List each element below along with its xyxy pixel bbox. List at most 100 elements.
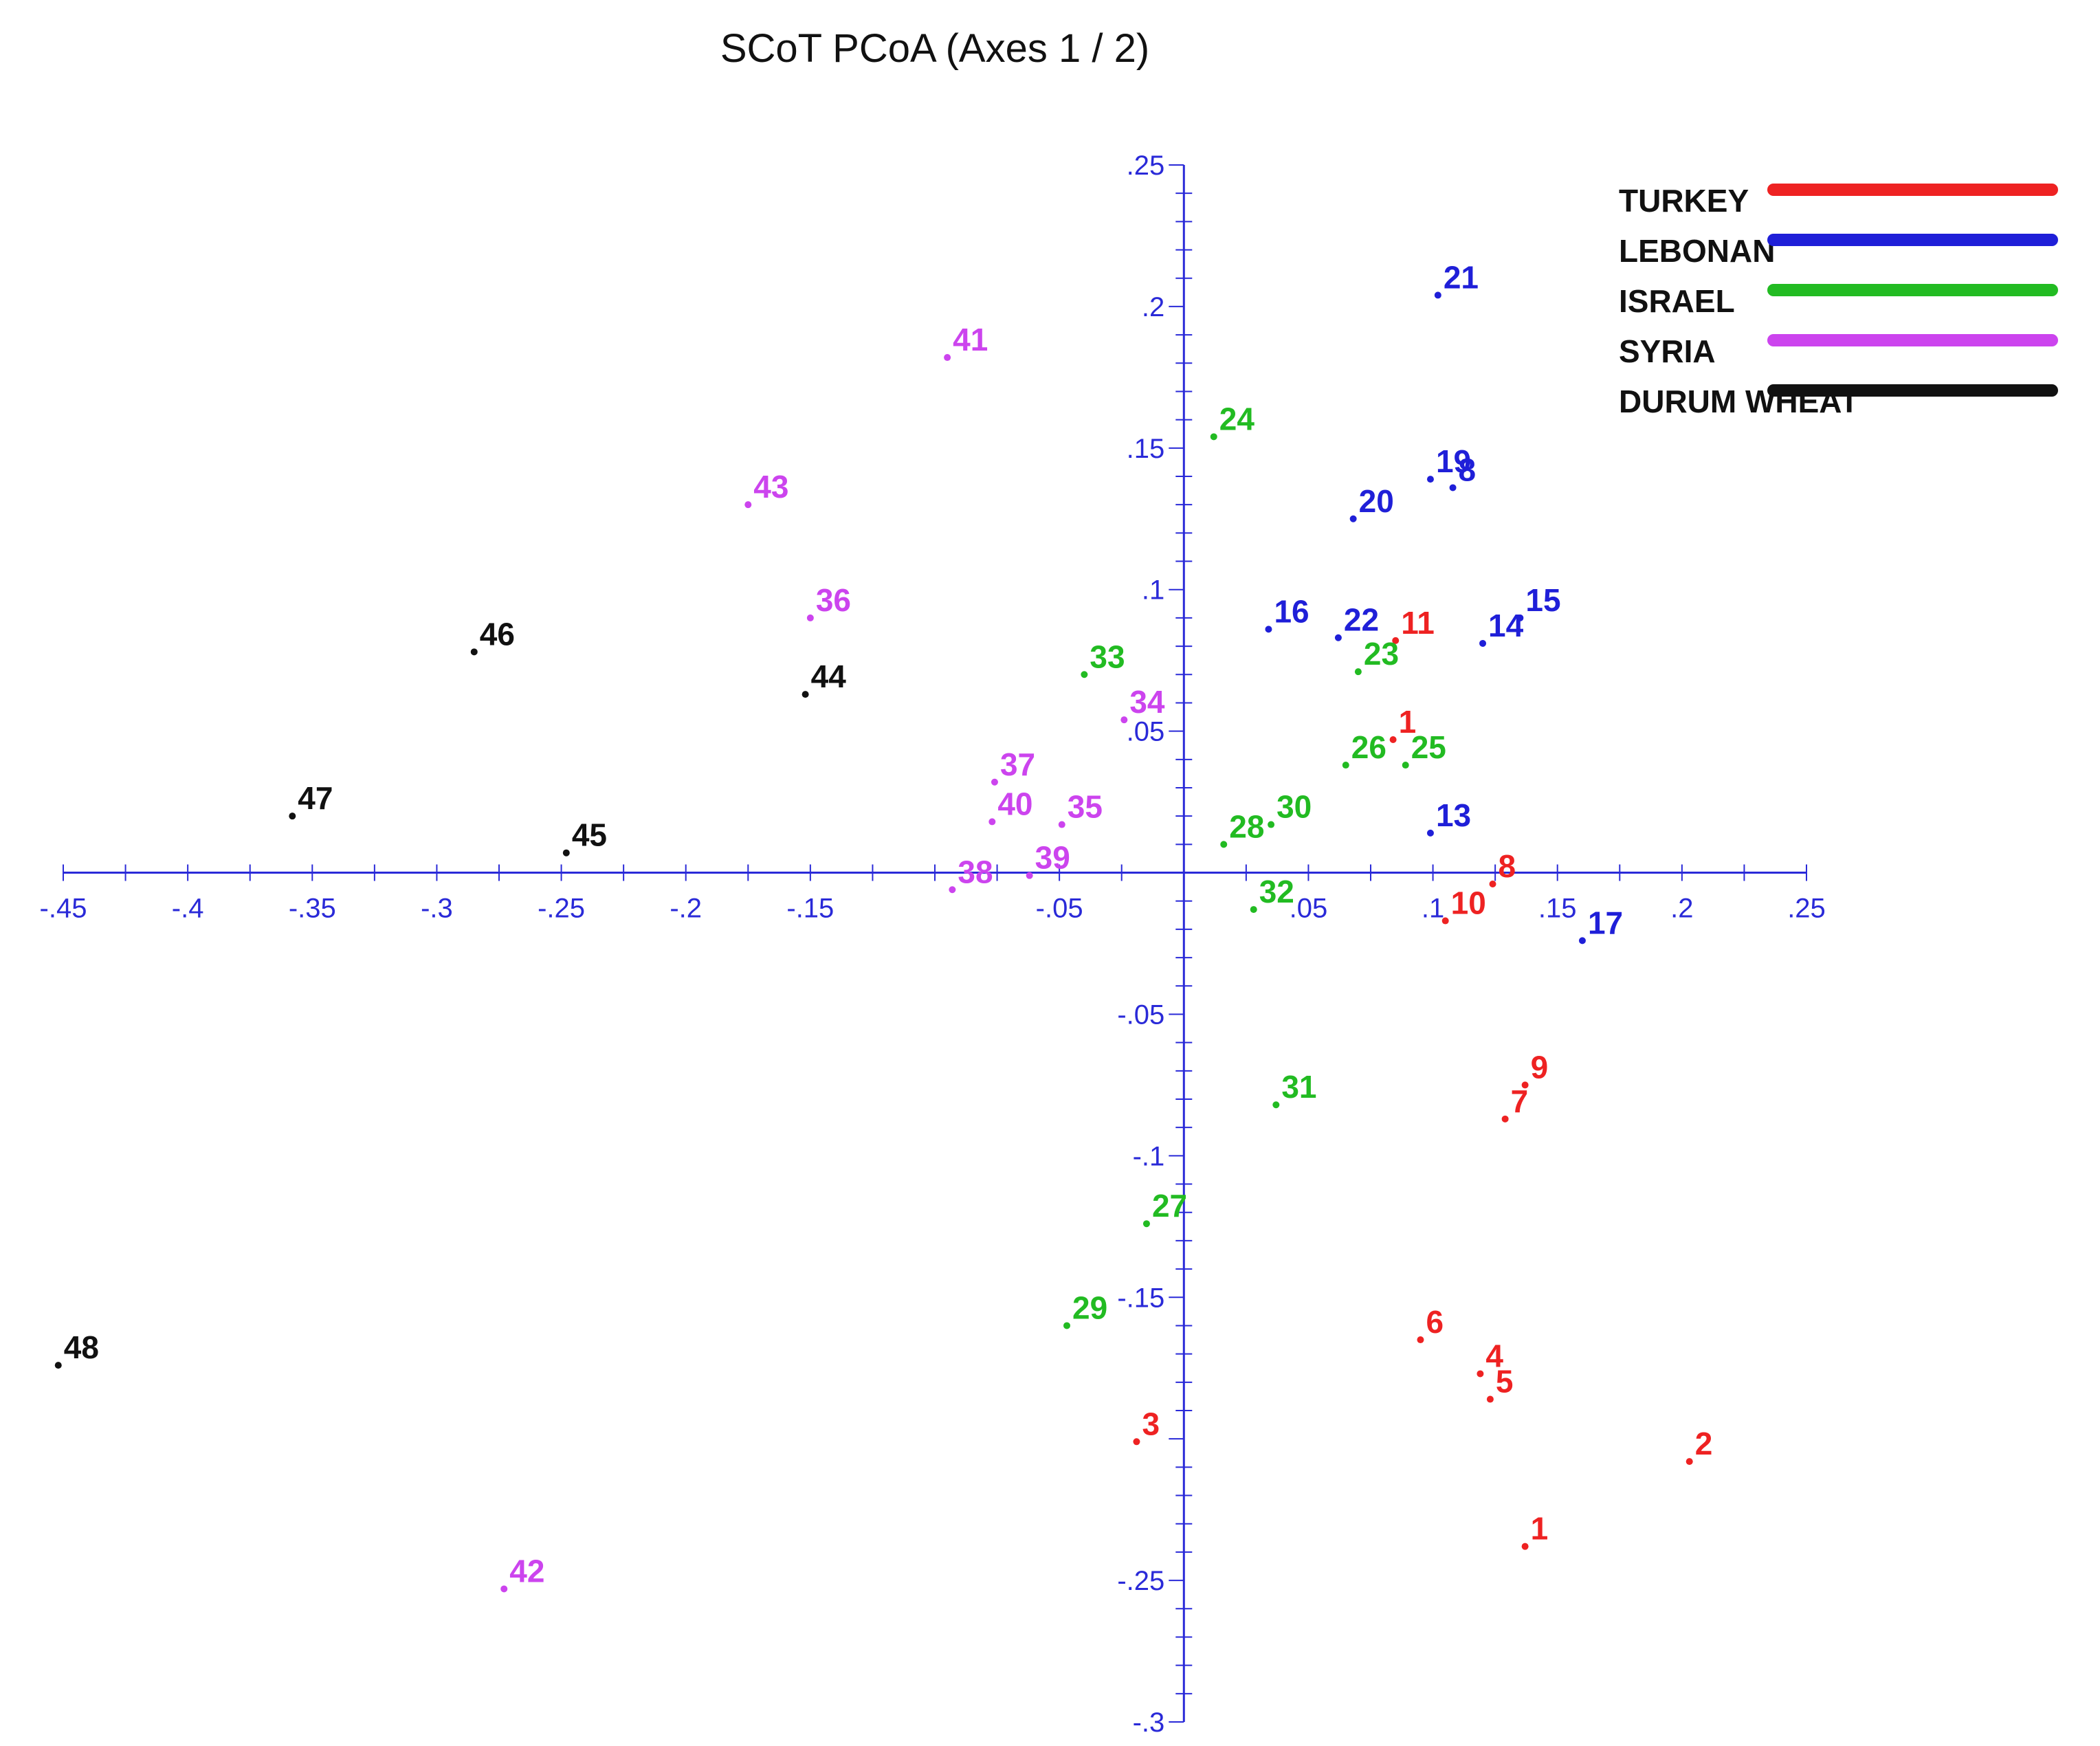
data-point bbox=[54, 1362, 62, 1369]
data-point bbox=[289, 813, 296, 820]
data-point-label: 20 bbox=[1359, 483, 1394, 519]
y-tick-label: -.05 bbox=[1117, 999, 1164, 1030]
data-point-label: 11 bbox=[1401, 605, 1435, 641]
legend-label: ISRAEL bbox=[1619, 283, 1735, 319]
data-point bbox=[1449, 484, 1457, 491]
data-point bbox=[1489, 881, 1496, 888]
data-point bbox=[1521, 1081, 1529, 1089]
data-point-label: 30 bbox=[1276, 789, 1312, 825]
data-point-label: 35 bbox=[1068, 789, 1103, 825]
x-tick-label: .1 bbox=[1422, 894, 1444, 924]
data-point bbox=[470, 648, 478, 656]
data-point bbox=[1477, 1370, 1484, 1378]
x-tick-label: -.15 bbox=[786, 894, 834, 924]
data-point bbox=[1521, 1543, 1529, 1550]
data-point-label: 1 bbox=[1531, 1511, 1549, 1547]
x-tick-label: .05 bbox=[1290, 894, 1328, 924]
data-point-label: 39 bbox=[1035, 840, 1070, 876]
data-point-label: 2 bbox=[1695, 1426, 1713, 1461]
data-point bbox=[1342, 762, 1349, 769]
x-tick-label: -.2 bbox=[670, 894, 702, 924]
data-point-label: 15 bbox=[1525, 582, 1560, 618]
data-point-label: 47 bbox=[298, 780, 333, 816]
data-point bbox=[991, 778, 998, 786]
data-point-label: 24 bbox=[1219, 401, 1255, 436]
data-point bbox=[1392, 637, 1400, 644]
data-point bbox=[802, 691, 809, 698]
data-point-label: 25 bbox=[1411, 729, 1446, 765]
data-point bbox=[1334, 634, 1342, 641]
y-tick-label: -.3 bbox=[1133, 1708, 1165, 1738]
data-point-label: 42 bbox=[509, 1553, 544, 1589]
data-point bbox=[1389, 736, 1397, 743]
axes bbox=[63, 165, 1806, 1722]
y-tick-label: -.1 bbox=[1133, 1141, 1165, 1171]
data-point bbox=[1402, 762, 1409, 769]
data-point bbox=[1441, 917, 1449, 925]
data-point-label: 5 bbox=[1496, 1364, 1514, 1400]
data-point bbox=[1479, 639, 1487, 647]
data-point-label: 28 bbox=[1229, 808, 1264, 844]
data-point-label: 32 bbox=[1259, 874, 1294, 909]
data-point bbox=[1026, 872, 1033, 879]
data-point-label: 16 bbox=[1274, 593, 1309, 629]
y-tick-label: .1 bbox=[1142, 575, 1164, 606]
x-tick-label: .2 bbox=[1670, 894, 1693, 924]
data-point-label: 3 bbox=[1142, 1406, 1160, 1441]
x-tick-label: -.3 bbox=[421, 894, 453, 924]
data-point bbox=[1210, 433, 1217, 441]
data-point-label: 17 bbox=[1588, 905, 1623, 940]
data-point bbox=[1058, 821, 1065, 828]
legend-label: SYRIA bbox=[1619, 333, 1716, 369]
axis-ticks: -.45 -.4 -.3 5 -.3 -.25 -.2 -.15 -.05 .05 .1 .15 .2.… bbox=[40, 151, 1826, 1738]
data-point bbox=[1268, 821, 1275, 828]
data-point-label: 21 bbox=[1444, 259, 1479, 295]
y-tick-label: .05 bbox=[1127, 717, 1165, 747]
data-point bbox=[1250, 906, 1257, 914]
data-point bbox=[1063, 1322, 1071, 1329]
data-point-label: 48 bbox=[64, 1329, 99, 1365]
data-point-label: 8 bbox=[1499, 848, 1516, 884]
data-point-label: 6 bbox=[1426, 1304, 1444, 1340]
data-point-label: 14 bbox=[1488, 608, 1524, 643]
data-point-label: 8 bbox=[1459, 452, 1477, 487]
x-tick-label: -.45 bbox=[40, 894, 87, 924]
data-point-label: 4 bbox=[1485, 1338, 1503, 1373]
data-point bbox=[1434, 291, 1441, 299]
x-tick-label: -.25 bbox=[538, 894, 585, 924]
data-point bbox=[806, 614, 814, 621]
data-point-label: 23 bbox=[1364, 636, 1399, 672]
legend-label: TURKEY bbox=[1619, 183, 1749, 219]
data-point-label: 43 bbox=[753, 469, 788, 505]
data-point bbox=[1685, 1458, 1693, 1466]
data-point bbox=[500, 1585, 508, 1593]
x-tick-label: -.4 bbox=[172, 894, 204, 924]
data-point-label: 26 bbox=[1351, 729, 1386, 765]
x-tick-label: .15 bbox=[1538, 894, 1577, 924]
data-point bbox=[1120, 716, 1128, 724]
data-point bbox=[1142, 1220, 1150, 1228]
data-point bbox=[1272, 1101, 1280, 1109]
data-point-label: 13 bbox=[1436, 797, 1471, 833]
data-point-label: 36 bbox=[816, 582, 851, 618]
data-point bbox=[1265, 626, 1272, 633]
x-tick-label: .25 bbox=[1787, 894, 1826, 924]
data-point-label: 37 bbox=[1000, 747, 1035, 782]
data-point bbox=[944, 354, 951, 362]
data-point bbox=[1220, 841, 1228, 848]
y-tick-label: .25 bbox=[1127, 151, 1165, 181]
chart-title: SCoT PCoA (Axes 1 / 2) bbox=[720, 26, 1149, 71]
y-tick-label: .15 bbox=[1127, 434, 1165, 464]
data-point bbox=[1578, 937, 1586, 944]
data-point-label: 34 bbox=[1129, 684, 1165, 720]
data-point-label: 46 bbox=[480, 616, 515, 652]
data-point-label: 1 bbox=[1399, 704, 1417, 740]
data-point-label: 29 bbox=[1072, 1290, 1107, 1325]
data-point-label: 27 bbox=[1152, 1188, 1187, 1224]
y-tick-label: -.25 bbox=[1117, 1566, 1164, 1596]
data-point-label: 40 bbox=[997, 786, 1032, 821]
data-point bbox=[1426, 476, 1434, 483]
data-point bbox=[744, 501, 752, 509]
